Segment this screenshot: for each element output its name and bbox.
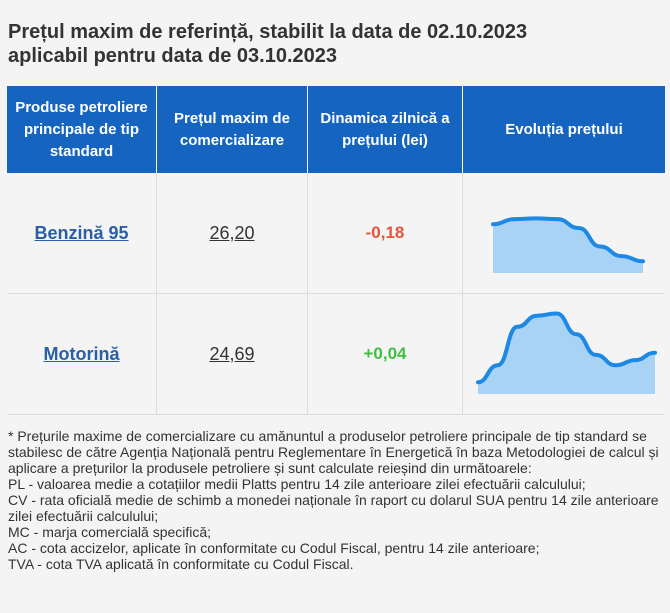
header-dynamics: Dinamica zilnică a prețului (lei) <box>308 86 463 173</box>
footnote-ac: AC - cota accizelor, aplicate în conform… <box>8 540 540 556</box>
price-value: 26,20 <box>209 222 255 243</box>
title-line-1: Prețul maxim de referință, stabilit la d… <box>8 21 528 43</box>
header-price: Prețul maxim de comercializare <box>157 86 308 173</box>
evolution-cell <box>463 294 665 414</box>
price-trend-sparkline <box>491 215 645 273</box>
product-cell: Motorină <box>7 294 157 414</box>
footnote-tva: TVA - cota TVA aplicată în conformitate … <box>8 556 354 572</box>
price-cell: 24,69 <box>157 294 308 414</box>
price-trend-sparkline <box>476 310 657 394</box>
header-product: Produse petroliere principale de tip sta… <box>7 86 157 173</box>
price-value: 24,69 <box>209 343 255 364</box>
dynamics-cell: -0,18 <box>308 173 463 293</box>
sparkline-line <box>476 310 657 384</box>
footnote-mc: MC - marja comercială specifică; <box>8 524 212 540</box>
sparkline-area <box>493 217 643 273</box>
footnote-intro: * Prețurile maxime de comercializare cu … <box>8 428 659 476</box>
title-line-2: aplicabil pentru data de 03.10.2023 <box>8 45 338 67</box>
dynamics-value: -0,18 <box>365 223 405 242</box>
product-link-motorina[interactable]: Motorină <box>43 343 120 364</box>
table-row: Benzină 95 26,20 -0,18 <box>7 173 665 294</box>
table-header: Produse petroliere principale de tip sta… <box>7 86 665 173</box>
sparkline-line <box>491 215 645 263</box>
footnote-pl: PL - valoarea medie a cotațiilor medii P… <box>8 476 586 492</box>
dynamics-value: +0,04 <box>363 344 407 363</box>
price-cell: 26,20 <box>157 173 308 293</box>
evolution-cell <box>463 173 665 293</box>
product-link-benzina[interactable]: Benzină 95 <box>34 222 129 243</box>
header-evolution: Evoluția prețului <box>505 120 623 138</box>
product-cell: Benzină 95 <box>7 173 157 293</box>
footnotes: * Prețurile maxime de comercializare cu … <box>8 428 664 572</box>
table-row: Motorină 24,69 +0,04 <box>7 294 665 415</box>
price-table: Produse petroliere principale de tip sta… <box>7 86 665 415</box>
page-title: Prețul maxim de referință, stabilit la d… <box>8 20 664 68</box>
sparkline-area <box>478 312 655 394</box>
footnote-cv: CV - rata oficială medie de schimb a mon… <box>8 492 659 524</box>
dynamics-cell: +0,04 <box>308 294 463 414</box>
